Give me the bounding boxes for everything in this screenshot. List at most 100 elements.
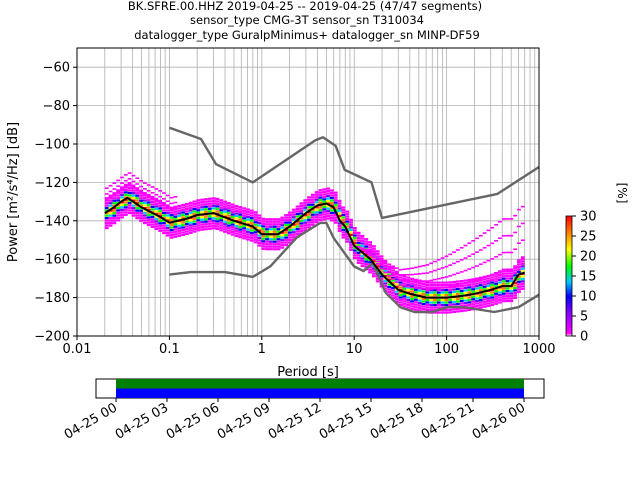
density-cell — [455, 284, 460, 286]
density-cell — [326, 199, 331, 203]
density-cell — [108, 196, 113, 199]
density-cell — [165, 229, 170, 232]
density-cell — [410, 290, 414, 293]
density-cell — [246, 225, 250, 229]
density-cell — [417, 289, 422, 292]
density-cell — [383, 272, 388, 275]
density-cell — [452, 300, 456, 304]
density-cell — [509, 274, 514, 278]
density-cell — [471, 288, 476, 291]
density-cell — [394, 293, 399, 296]
density-cell — [142, 194, 147, 197]
density-cell — [242, 229, 247, 232]
density-cell — [478, 277, 483, 280]
density-cell — [112, 209, 117, 212]
density-cell — [230, 233, 235, 236]
density-cell — [452, 251, 456, 253]
density-cell — [322, 215, 327, 218]
density-cell — [330, 206, 334, 210]
density-cell — [471, 285, 476, 288]
density-cell — [383, 265, 388, 267]
density-cell — [387, 283, 392, 286]
density-cell — [330, 191, 334, 195]
density-cell — [429, 303, 434, 307]
density-cell — [211, 199, 216, 202]
density-cell — [345, 225, 350, 228]
density-cell — [394, 271, 399, 274]
density-cell — [364, 263, 369, 266]
density-cell — [402, 302, 407, 305]
density-cell — [120, 216, 124, 219]
density-cell — [276, 225, 281, 228]
density-cell — [284, 244, 289, 247]
density-cell — [337, 229, 342, 233]
density-cell — [142, 191, 147, 195]
density-cell — [310, 208, 315, 211]
density-cell — [417, 284, 422, 287]
density-cell — [509, 277, 514, 280]
density-cell — [169, 208, 174, 211]
density-cell — [142, 199, 147, 202]
density-cell — [127, 206, 132, 210]
density-cell — [123, 188, 128, 191]
density-cell — [475, 297, 479, 300]
density-cell — [425, 298, 430, 302]
density-cell — [330, 211, 334, 215]
density-cell — [455, 272, 460, 275]
density-cell — [391, 297, 395, 300]
density-cell — [352, 254, 357, 257]
density-cell — [509, 268, 514, 271]
density-cell — [173, 218, 178, 221]
density-cell — [387, 293, 392, 296]
density-cell — [291, 218, 296, 221]
density-cell — [238, 236, 243, 239]
density-cell — [383, 259, 388, 263]
density-cell — [162, 214, 166, 217]
density-cell — [104, 199, 109, 202]
density-cell — [120, 201, 124, 204]
timeline-tick-label: 04-26 00 — [470, 400, 528, 442]
density-cell — [261, 222, 266, 225]
density-cell — [444, 298, 449, 302]
density-cell — [207, 210, 212, 213]
density-cell — [475, 282, 479, 285]
density-cell — [387, 278, 392, 281]
density-cell — [421, 264, 426, 267]
density-cell — [497, 253, 502, 256]
density-cell — [406, 306, 411, 309]
density-cell — [326, 214, 331, 218]
density-cell — [421, 285, 426, 288]
density-cell — [181, 223, 185, 227]
density-cell — [291, 236, 296, 239]
density-cell — [326, 217, 331, 220]
density-cell — [108, 204, 113, 207]
density-cell — [169, 231, 174, 234]
density-cell — [158, 224, 163, 227]
density-cell — [375, 255, 380, 258]
density-cell — [173, 235, 178, 238]
density-cell — [517, 263, 521, 266]
density-cell — [497, 271, 502, 274]
density-cell — [307, 196, 311, 199]
density-cell — [104, 187, 109, 189]
density-cell — [448, 301, 453, 304]
density-cell — [475, 290, 479, 293]
density-cell — [463, 286, 468, 290]
density-cell — [330, 189, 334, 192]
density-cell — [177, 229, 182, 232]
density-cell — [501, 275, 506, 278]
density-cell — [116, 219, 121, 222]
density-cell — [314, 221, 319, 224]
density-cell — [288, 229, 292, 232]
density-cell — [486, 229, 491, 232]
density-cell — [330, 219, 334, 222]
density-cell — [265, 225, 269, 228]
density-cell — [391, 292, 395, 295]
density-cell — [196, 216, 201, 219]
density-cell — [162, 221, 166, 225]
density-cell — [333, 214, 338, 217]
density-cell — [291, 216, 296, 219]
density-cell — [402, 305, 407, 308]
density-cell — [295, 212, 300, 216]
density-cell — [372, 245, 376, 248]
